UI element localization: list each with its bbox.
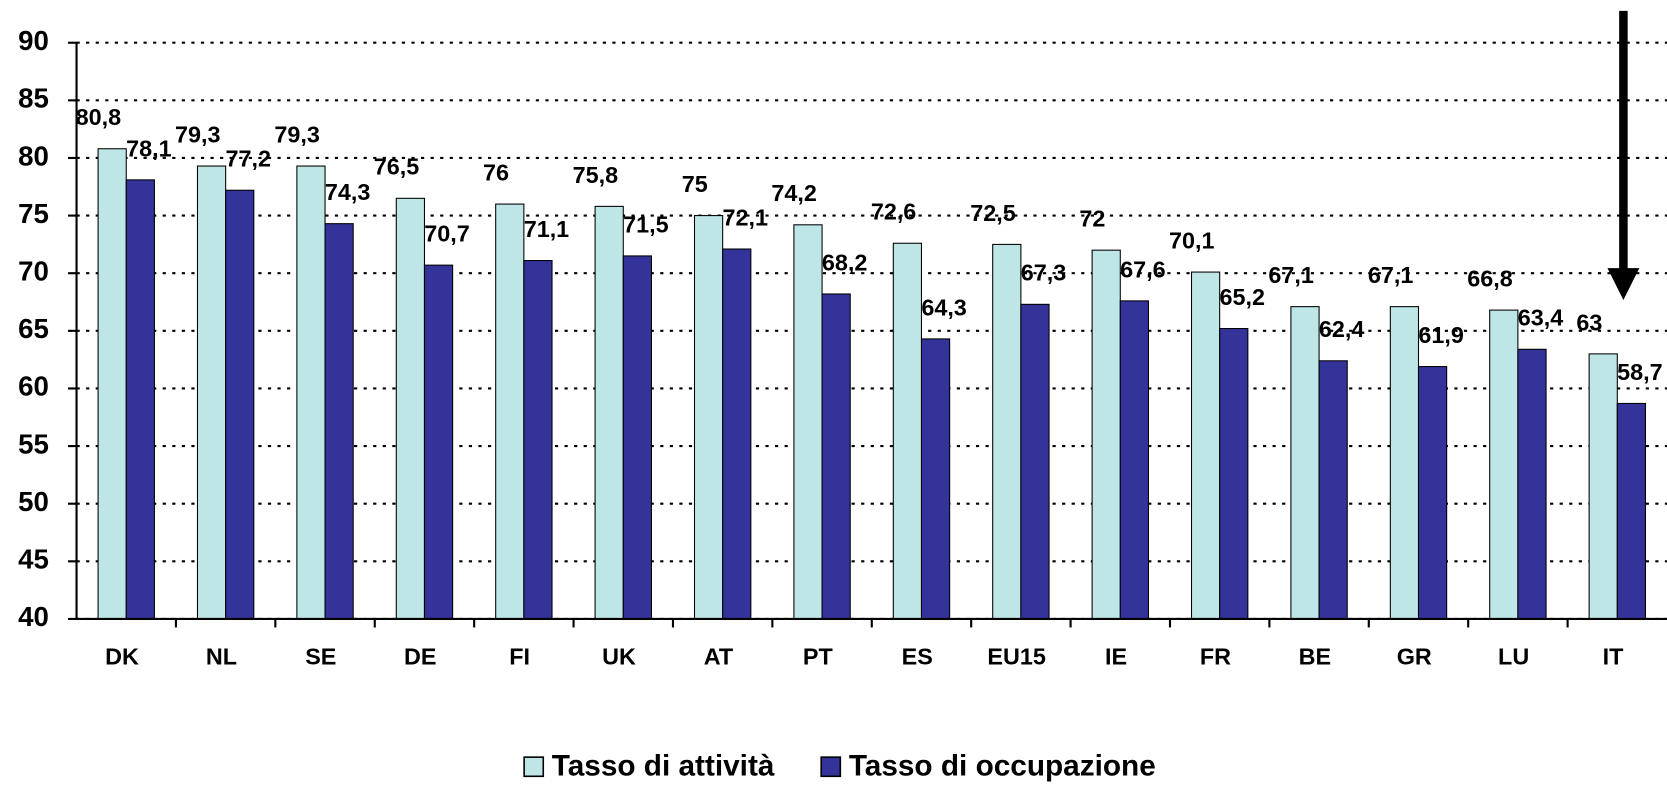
data-label: 78,1 xyxy=(126,135,172,161)
x-tick-label: IT xyxy=(1603,643,1624,669)
bar xyxy=(1588,353,1618,620)
y-tick-label: 60 xyxy=(18,371,49,402)
bar xyxy=(793,224,823,620)
bar xyxy=(225,189,255,620)
x-tick-label: GR xyxy=(1397,643,1432,669)
x-tick-label: DK xyxy=(105,643,139,669)
data-label: 61,9 xyxy=(1418,322,1464,348)
y-tick-label: 75 xyxy=(18,198,49,229)
data-label: 80,8 xyxy=(76,104,122,130)
y-tick-label: 40 xyxy=(18,601,49,632)
bar xyxy=(97,148,127,620)
bar xyxy=(324,223,354,620)
bar xyxy=(395,197,425,620)
legend-swatch xyxy=(523,756,545,778)
bar xyxy=(1616,402,1647,620)
data-label: 74,2 xyxy=(771,180,817,206)
bar xyxy=(622,255,652,620)
bar xyxy=(1489,309,1519,620)
data-label: 79,3 xyxy=(175,121,220,147)
bar xyxy=(523,260,553,620)
bar xyxy=(821,293,851,620)
x-tick-label: BE xyxy=(1299,643,1331,669)
data-label: 72,6 xyxy=(871,199,917,225)
x-tick-label: UK xyxy=(602,643,636,669)
x-tick-label: PT xyxy=(803,643,834,669)
legend-swatch xyxy=(820,756,842,778)
legend-label: Tasso di attività xyxy=(552,750,775,783)
bar xyxy=(920,338,951,620)
data-label: 77,2 xyxy=(225,146,270,172)
arrow xyxy=(1607,10,1640,301)
x-tick-label: LU xyxy=(1498,643,1529,669)
y-tick-label: 50 xyxy=(18,486,49,517)
bar xyxy=(1091,249,1121,620)
bar xyxy=(693,215,724,620)
y-tick-label: 70 xyxy=(18,256,49,287)
data-label: 75,8 xyxy=(573,162,619,188)
x-tick-label: NL xyxy=(206,643,237,669)
bar xyxy=(1318,360,1348,620)
bar xyxy=(722,248,752,620)
data-label: 76 xyxy=(483,159,509,185)
bar xyxy=(125,179,155,620)
data-label: 62,4 xyxy=(1319,316,1365,342)
x-tick-label: SE xyxy=(305,643,336,669)
bar xyxy=(296,165,326,620)
bar xyxy=(495,203,525,620)
data-label: 63,4 xyxy=(1518,305,1564,331)
data-label: 75 xyxy=(682,171,708,197)
data-label: 67,1 xyxy=(1368,262,1414,288)
legend-label: Tasso di occupazione xyxy=(849,750,1156,783)
y-tick-label: 55 xyxy=(18,428,49,459)
data-label: 58,7 xyxy=(1617,359,1663,385)
data-label: 68,2 xyxy=(822,249,868,275)
data-label: 79,3 xyxy=(274,121,320,147)
data-label: 71,1 xyxy=(524,216,570,242)
x-tick-label: ES xyxy=(902,643,933,669)
x-tick-label: AT xyxy=(704,643,734,669)
y-tick-label: 45 xyxy=(18,544,49,575)
bar xyxy=(1190,271,1221,620)
bar xyxy=(892,242,923,620)
x-tick-label: IE xyxy=(1105,643,1127,669)
x-tick-label: DE xyxy=(404,643,436,669)
data-label: 72,1 xyxy=(723,204,769,230)
data-label: 71,5 xyxy=(623,211,669,237)
bar xyxy=(1417,366,1448,620)
bar xyxy=(1290,306,1320,620)
bar xyxy=(423,264,454,620)
bar xyxy=(1219,328,1249,620)
bar xyxy=(1517,348,1547,620)
data-label: 76,5 xyxy=(374,154,420,180)
bar xyxy=(594,205,624,620)
data-label: 72 xyxy=(1079,206,1105,232)
data-label: 67,3 xyxy=(1021,260,1067,286)
data-label: 70,7 xyxy=(424,221,470,247)
bar xyxy=(196,165,227,620)
data-label: 65,2 xyxy=(1220,284,1266,310)
y-tick-label: 65 xyxy=(18,313,49,344)
bar xyxy=(1119,300,1149,620)
y-tick-label: 80 xyxy=(18,140,49,171)
bar xyxy=(1020,303,1050,620)
y-tick-label: 85 xyxy=(18,83,49,114)
data-label: 74,3 xyxy=(325,179,371,205)
bar xyxy=(992,243,1022,620)
x-tick-label: FI xyxy=(509,643,530,669)
data-label: 63 xyxy=(1576,309,1602,335)
data-label: 67,1 xyxy=(1268,262,1314,288)
x-tick-label: EU15 xyxy=(987,643,1045,669)
bar xyxy=(1389,306,1420,620)
data-label: 70,1 xyxy=(1169,227,1215,253)
data-label: 64,3 xyxy=(921,294,967,320)
data-label: 67,6 xyxy=(1120,256,1166,282)
x-tick-label: FR xyxy=(1200,643,1231,669)
y-tick-label: 90 xyxy=(18,25,49,56)
data-label: 72,5 xyxy=(970,200,1016,226)
data-label: 66,8 xyxy=(1467,265,1513,291)
